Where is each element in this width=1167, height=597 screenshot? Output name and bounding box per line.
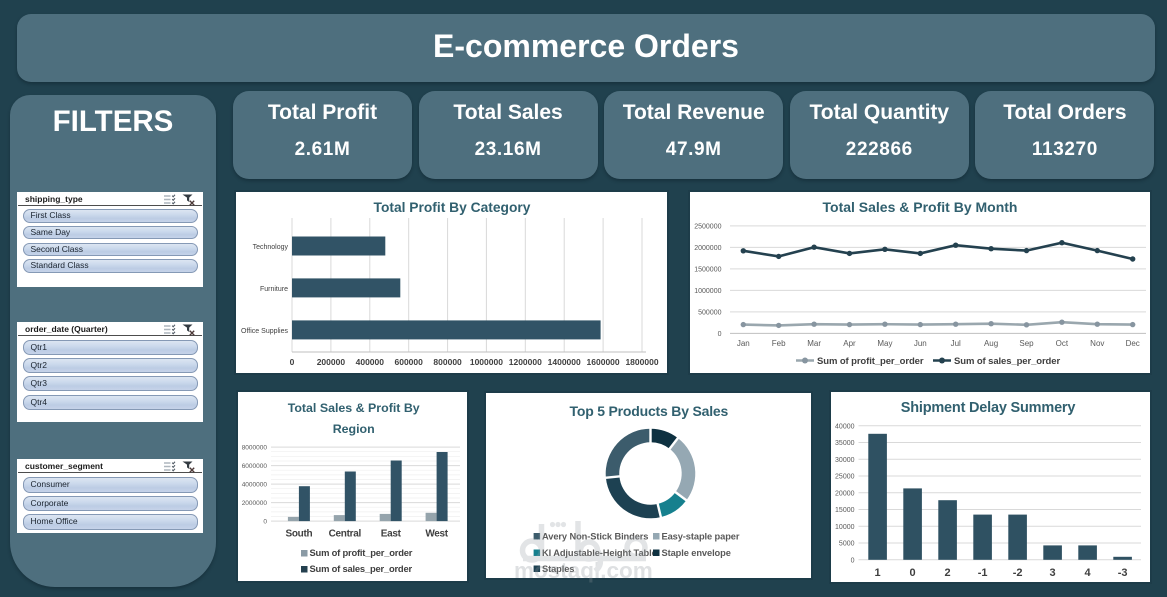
- svg-text:Oct: Oct: [1056, 339, 1069, 348]
- svg-text:35000: 35000: [835, 440, 855, 447]
- svg-text:Shipment Delay Summery: Shipment Delay Summery: [901, 400, 1076, 416]
- svg-text:Jan: Jan: [737, 339, 750, 348]
- svg-text:-2: -2: [1013, 567, 1023, 579]
- svg-text:600000: 600000: [395, 357, 424, 367]
- svg-text:200000: 200000: [317, 357, 346, 367]
- svg-text:Region: Region: [333, 422, 375, 436]
- svg-text:0: 0: [263, 519, 267, 526]
- svg-text:-1: -1: [978, 567, 988, 579]
- svg-text:Total Profit By Category: Total Profit By Category: [374, 200, 531, 215]
- svg-text:1000000: 1000000: [694, 288, 721, 295]
- svg-text:1000000: 1000000: [470, 357, 503, 367]
- svg-text:500000: 500000: [698, 309, 721, 316]
- svg-text:Avery Non-Stick Binders: Avery Non-Stick Binders: [542, 532, 648, 542]
- svg-text:0: 0: [910, 567, 916, 579]
- svg-text:15000: 15000: [835, 507, 855, 514]
- svg-text:1: 1: [875, 567, 881, 579]
- svg-text:1400000: 1400000: [548, 357, 581, 367]
- svg-text:800000: 800000: [433, 357, 462, 367]
- svg-text:1200000: 1200000: [509, 357, 542, 367]
- svg-text:Jun: Jun: [914, 339, 927, 348]
- svg-text:20000: 20000: [835, 490, 855, 497]
- svg-text:10000: 10000: [835, 524, 855, 531]
- svg-text:Technology: Technology: [253, 244, 289, 251]
- svg-text:West: West: [425, 529, 448, 540]
- svg-text:1800000: 1800000: [625, 357, 658, 367]
- svg-text:3: 3: [1050, 567, 1056, 579]
- svg-text:8000000: 8000000: [242, 445, 268, 452]
- svg-text:Sum of sales_per_order: Sum of sales_per_order: [310, 563, 413, 574]
- svg-text:Mar: Mar: [807, 339, 821, 348]
- svg-text:0: 0: [718, 331, 722, 338]
- svg-text:1500000: 1500000: [694, 266, 721, 273]
- svg-text:0: 0: [851, 557, 855, 564]
- svg-text:South: South: [285, 529, 312, 540]
- svg-text:Staples: Staples: [542, 564, 574, 574]
- svg-text:KI Adjustable-Height Table: KI Adjustable-Height Table: [542, 548, 657, 558]
- svg-text:Dec: Dec: [1126, 339, 1140, 348]
- svg-text:4: 4: [1085, 567, 1092, 579]
- svg-text:-3: -3: [1118, 567, 1128, 579]
- svg-text:Top 5 Products By Sales: Top 5 Products By Sales: [570, 403, 729, 419]
- svg-text:Sum of profit_per_order: Sum of profit_per_order: [310, 547, 413, 558]
- svg-text:Nov: Nov: [1090, 339, 1104, 348]
- svg-text:Sum of profit_per_order: Sum of profit_per_order: [817, 356, 924, 367]
- svg-text:2500000: 2500000: [694, 223, 721, 230]
- svg-text:Aug: Aug: [984, 339, 998, 348]
- svg-text:Feb: Feb: [772, 339, 786, 348]
- svg-text:6000000: 6000000: [242, 463, 268, 470]
- svg-text:Easy-staple paper: Easy-staple paper: [662, 532, 740, 542]
- svg-text:East: East: [381, 529, 402, 540]
- svg-text:Furniture: Furniture: [260, 286, 288, 293]
- svg-text:Total Sales & Profit By: Total Sales & Profit By: [288, 401, 420, 415]
- svg-text:Jul: Jul: [951, 339, 961, 348]
- svg-text:Total Sales & Profit By Month: Total Sales & Profit By Month: [823, 199, 1018, 215]
- svg-text:2000000: 2000000: [242, 500, 268, 507]
- svg-text:25000: 25000: [835, 474, 855, 481]
- svg-text:4000000: 4000000: [242, 482, 268, 489]
- svg-text:Office Supplies: Office Supplies: [241, 328, 288, 335]
- svg-text:1600000: 1600000: [587, 357, 620, 367]
- svg-text:30000: 30000: [835, 457, 855, 464]
- svg-text:400000: 400000: [356, 357, 385, 367]
- svg-text:Central: Central: [329, 529, 362, 540]
- svg-text:Sum of sales_per_order: Sum of sales_per_order: [954, 356, 1060, 367]
- svg-text:2000000: 2000000: [694, 245, 721, 252]
- svg-text:40000: 40000: [835, 423, 855, 430]
- svg-text:0: 0: [290, 357, 295, 367]
- svg-text:Staple envelope: Staple envelope: [662, 548, 731, 558]
- svg-text:2: 2: [945, 567, 951, 579]
- svg-text:May: May: [877, 339, 892, 348]
- svg-text:5000: 5000: [839, 541, 855, 548]
- svg-text:Sep: Sep: [1019, 339, 1034, 348]
- svg-text:Apr: Apr: [843, 339, 856, 348]
